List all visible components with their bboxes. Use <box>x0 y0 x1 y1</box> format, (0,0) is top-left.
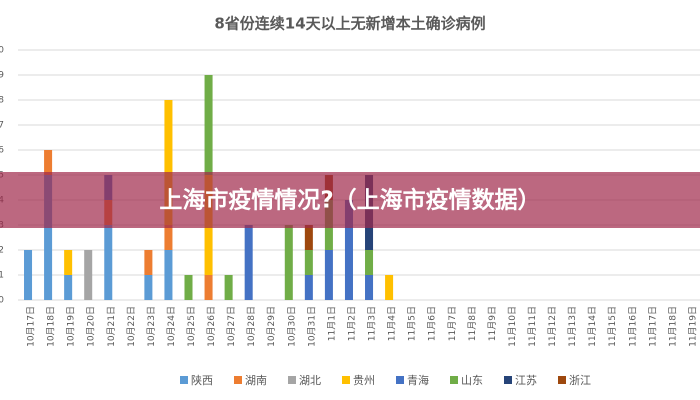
bar-segment <box>64 275 73 300</box>
banner-text: 上海市疫情情况?（上海市疫情数据） <box>159 187 540 214</box>
bar-segment <box>144 275 153 300</box>
y-tick-label: 2 <box>0 246 4 256</box>
legend-label: 浙江 <box>569 374 591 387</box>
legend-swatch <box>558 376 566 384</box>
x-tick-label: 10月31日 <box>306 306 317 347</box>
legend-label: 山东 <box>461 374 483 387</box>
x-tick-label: 11月16日 <box>627 306 638 347</box>
x-tick-label: 11月11日 <box>527 306 538 347</box>
x-tick-label: 10月19日 <box>66 306 77 347</box>
bar-segment <box>304 275 313 300</box>
bar-segment <box>365 275 374 300</box>
y-tick-label: 7 <box>0 121 4 131</box>
x-tick-label: 11月6日 <box>427 306 438 341</box>
bar-segment <box>344 200 353 300</box>
bar-segment <box>44 150 53 175</box>
bar-segment <box>204 275 213 300</box>
x-tick-label: 10月22日 <box>126 306 137 347</box>
bar-segment <box>44 175 53 300</box>
legend-swatch <box>450 376 458 384</box>
x-tick-label: 10月29日 <box>266 306 277 347</box>
bar-segment <box>365 250 374 275</box>
legend-label: 江苏 <box>515 374 537 387</box>
x-tick-label: 11月8日 <box>467 306 478 341</box>
legend-swatch <box>180 376 188 384</box>
x-tick-label: 11月14日 <box>587 306 598 347</box>
x-tick-label: 11月15日 <box>607 306 618 347</box>
x-tick-label: 11月7日 <box>447 306 458 341</box>
legend-label: 湖南 <box>245 374 267 387</box>
x-tick-label: 11月13日 <box>567 306 578 347</box>
legend-swatch <box>396 376 404 384</box>
y-tick-label: 6 <box>0 146 4 156</box>
bar-segment <box>304 250 313 275</box>
bar-segment <box>164 250 173 300</box>
x-tick-label: 10月18日 <box>46 306 57 347</box>
x-tick-label: 10月23日 <box>146 306 157 347</box>
bar-segment <box>104 225 113 300</box>
chart-title: 8省份连续14天以上无新增本土确诊病例 <box>214 15 485 33</box>
bar-segment <box>324 250 333 300</box>
legend-swatch <box>504 376 512 384</box>
bar-segment <box>224 275 233 300</box>
bar-segment <box>64 250 73 275</box>
x-tick-label: 10月25日 <box>186 306 197 347</box>
bar-segment <box>244 225 253 300</box>
legend-label: 湖北 <box>299 374 321 387</box>
x-tick-label: 11月4日 <box>387 306 398 341</box>
legend-swatch <box>234 376 242 384</box>
x-tick-label: 11月9日 <box>487 306 498 341</box>
x-tick-label: 11月1日 <box>326 306 337 341</box>
x-tick-label: 11月10日 <box>507 306 518 347</box>
y-tick-label: 9 <box>0 71 4 81</box>
bar-segment <box>184 275 193 300</box>
bar-segment <box>204 75 213 175</box>
bar-segment <box>144 250 153 275</box>
x-tick-label: 11月12日 <box>547 306 558 347</box>
bar-segment <box>164 225 173 250</box>
x-tick-label: 10月27日 <box>226 306 237 347</box>
bar-segment <box>84 250 93 300</box>
x-tick-label: 10月21日 <box>106 306 117 347</box>
y-tick-label: 10 <box>0 46 4 56</box>
bar-segment <box>304 225 313 250</box>
bar-segment <box>164 100 173 225</box>
x-tick-label: 11月5日 <box>407 306 418 341</box>
y-tick-label: 0 <box>0 296 4 306</box>
x-tick-label: 10月30日 <box>286 306 297 347</box>
x-tick-label: 10月17日 <box>26 306 37 347</box>
legend-label: 青海 <box>407 373 429 387</box>
legend-swatch <box>288 376 296 384</box>
x-tick-label: 11月2日 <box>346 306 357 341</box>
legend-swatch <box>342 376 350 384</box>
x-tick-label: 11月3日 <box>367 306 378 341</box>
x-tick-label: 10月20日 <box>86 306 97 347</box>
legend-label: 贵州 <box>353 374 375 387</box>
x-tick-label: 11月19日 <box>687 306 698 347</box>
legend-label: 陕西 <box>191 373 213 387</box>
bar-segment <box>284 225 293 300</box>
banner-band <box>0 172 700 228</box>
x-tick-label: 11月17日 <box>647 306 658 347</box>
bar-segment <box>24 250 33 300</box>
x-tick-label: 10月26日 <box>206 306 217 347</box>
y-tick-label: 1 <box>0 271 4 281</box>
y-tick-label: 8 <box>0 96 4 106</box>
bar-segment <box>385 275 394 300</box>
x-tick-label: 10月28日 <box>246 306 257 347</box>
x-tick-label: 10月24日 <box>166 306 177 347</box>
x-tick-label: 11月18日 <box>667 306 678 347</box>
